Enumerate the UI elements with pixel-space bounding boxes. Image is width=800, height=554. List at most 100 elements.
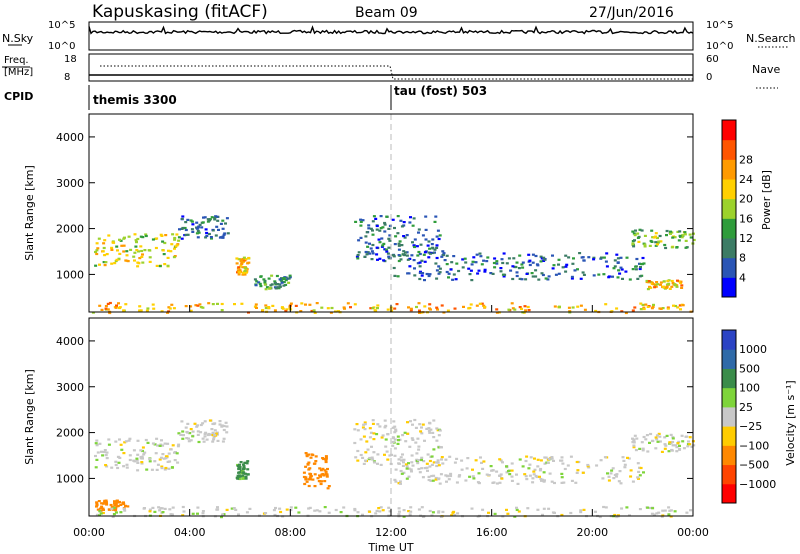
- heatmap-cell: [248, 507, 252, 510]
- heatmap-cell: [469, 303, 473, 306]
- power-bar-tick: 12: [739, 232, 753, 245]
- heatmap-cell: [462, 305, 465, 308]
- heatmap-cell: [499, 270, 503, 273]
- heatmap-cell: [94, 264, 98, 267]
- heatmap-cell: [397, 507, 401, 510]
- heatmap-cell: [495, 470, 499, 473]
- heatmap-cell: [216, 439, 220, 442]
- heatmap-cell: [398, 480, 402, 483]
- heatmap-cell: [520, 307, 523, 310]
- heatmap-cell: [223, 232, 227, 235]
- heatmap-cell: [597, 273, 601, 276]
- heatmap-cell: [274, 287, 278, 290]
- heatmap-cell: [204, 431, 208, 434]
- heatmap-cell: [196, 304, 200, 307]
- heatmap-cell: [437, 272, 441, 275]
- heatmap-cell: [111, 241, 115, 244]
- heatmap-cell: [287, 281, 291, 284]
- heatmap-cell: [684, 435, 688, 438]
- heatmap-cell: [421, 234, 425, 237]
- heatmap-cell: [224, 222, 227, 225]
- heatmap-cell: [145, 309, 149, 312]
- heatmap-cell: [369, 431, 373, 434]
- heatmap-cell: [417, 302, 421, 305]
- heatmap-cell: [422, 460, 426, 463]
- heatmap-cell: [305, 455, 309, 458]
- heatmap-cell: [353, 303, 357, 306]
- heatmap-cell: [288, 274, 292, 277]
- heatmap-cell: [409, 307, 413, 310]
- heatmap-cell: [654, 285, 658, 288]
- heatmap-cell: [112, 513, 116, 516]
- heatmap-cell: [631, 268, 635, 271]
- heatmap-cell: [238, 477, 242, 480]
- heatmap-cell: [501, 461, 504, 464]
- colorbar-swatch: [722, 139, 736, 160]
- heatmap-cell: [377, 238, 381, 241]
- heatmap-cell: [437, 446, 441, 449]
- heatmap-cell: [373, 461, 376, 464]
- heatmap-cell: [423, 305, 427, 308]
- heatmap-cell: [407, 475, 411, 478]
- heatmap-cell: [376, 258, 379, 261]
- heatmap-cell: [609, 472, 613, 475]
- heatmap-cell: [544, 456, 548, 459]
- heatmap-cell: [157, 506, 161, 509]
- heatmap-cell: [624, 311, 628, 315]
- heatmap-cell: [666, 307, 670, 310]
- heatmap-cell: [551, 267, 555, 270]
- heatmap-cell: [141, 253, 144, 256]
- heatmap-cell: [312, 462, 316, 465]
- heatmap-cell: [393, 226, 396, 230]
- heatmap-cell: [605, 252, 609, 255]
- heatmap-cell: [128, 458, 132, 462]
- heatmap-cell: [616, 276, 620, 279]
- heatmap-cell: [568, 310, 572, 313]
- heatmap-cell: [671, 437, 675, 440]
- colorbar-swatch: [722, 179, 736, 200]
- heatmap-cell: [220, 516, 223, 519]
- heatmap-cell: [239, 264, 243, 267]
- heatmap-cell: [196, 424, 199, 427]
- heatmap-cell: [480, 263, 484, 266]
- heatmap-cell: [402, 250, 406, 253]
- heatmap-cell: [680, 284, 684, 287]
- heatmap-cell: [575, 471, 579, 474]
- heatmap-cell: [158, 265, 162, 268]
- heatmap-cell: [415, 452, 419, 455]
- heatmap-cell: [416, 437, 420, 440]
- heatmap-cell: [361, 426, 365, 429]
- heatmap-cell: [602, 505, 606, 509]
- heatmap-cell: [141, 457, 144, 460]
- heatmap-cell: [323, 469, 327, 472]
- heatmap-cell: [434, 461, 438, 464]
- heatmap-cell: [471, 468, 474, 471]
- heatmap-cell: [470, 507, 474, 510]
- heatmap-cell: [134, 245, 138, 248]
- heatmap-cell: [417, 231, 420, 234]
- heatmap-cell: [265, 286, 269, 289]
- heatmap-cell: [644, 438, 648, 441]
- heatmap-cell: [408, 445, 412, 448]
- heatmap-cell: [372, 438, 376, 441]
- heatmap-cell: [357, 239, 361, 242]
- heatmap-cell: [122, 244, 126, 247]
- heatmap-cell: [374, 217, 378, 220]
- heatmap-cell: [648, 244, 652, 247]
- heatmap-cell: [634, 268, 638, 271]
- heatmap-cell: [525, 272, 529, 275]
- heatmap-cell: [183, 226, 187, 230]
- heatmap-cell: [243, 269, 247, 272]
- heatmap-cell: [199, 423, 203, 427]
- heatmap-cell: [190, 220, 194, 223]
- heatmap-cell: [405, 477, 409, 480]
- heatmap-cell: [203, 435, 207, 438]
- heatmap-cell: [564, 265, 568, 268]
- heatmap-cell: [95, 458, 99, 461]
- heatmap-cell: [363, 421, 367, 424]
- heatmap-cell: [650, 282, 654, 285]
- power-bar-tick: 8: [739, 252, 746, 265]
- heatmap-cell: [541, 273, 545, 277]
- nsky-tick-high: 10^5: [48, 20, 75, 31]
- heatmap-cell: [439, 473, 443, 476]
